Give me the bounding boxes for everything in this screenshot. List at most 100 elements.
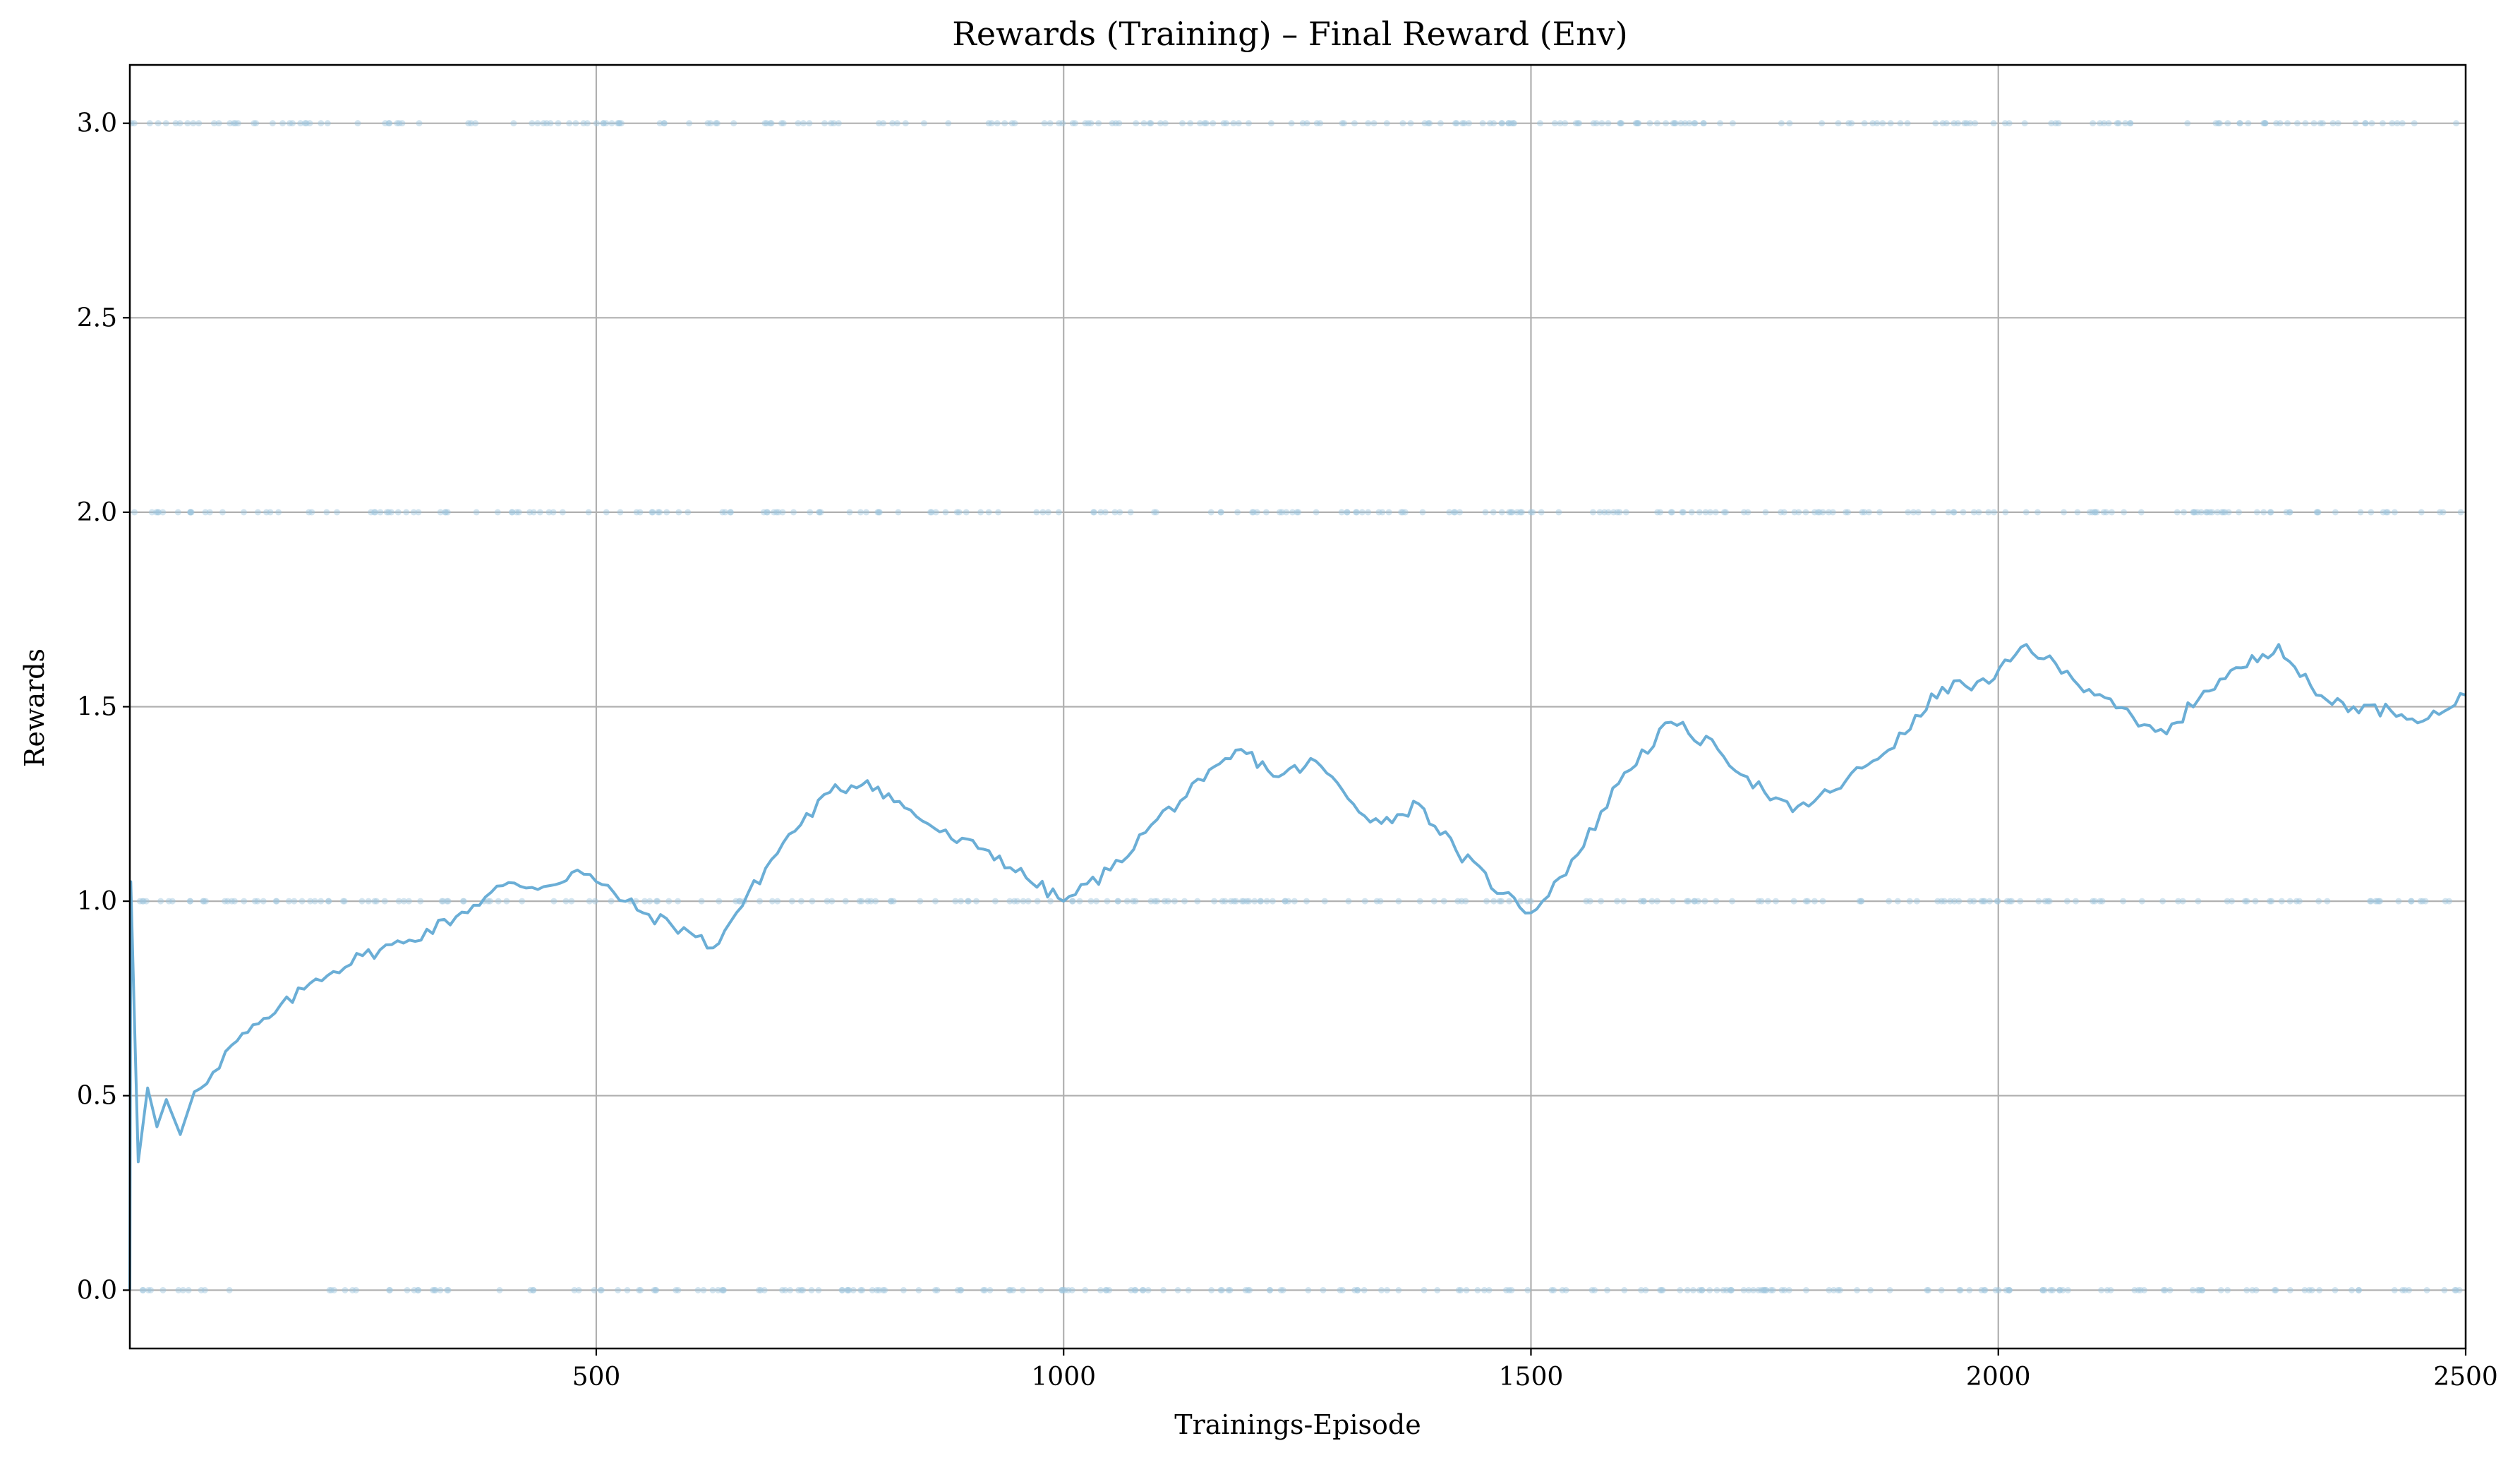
- reward-point: [272, 898, 279, 905]
- reward-point: [1590, 120, 1597, 127]
- reward-point: [1951, 509, 1958, 516]
- reward-point: [1583, 898, 1590, 905]
- reward-point: [1426, 120, 1433, 127]
- reward-point: [1373, 898, 1380, 905]
- reward-point: [1039, 509, 1047, 516]
- reward-point: [386, 120, 393, 127]
- reward-point: [2305, 1286, 2313, 1293]
- reward-point: [2002, 509, 2009, 516]
- reward-point: [1720, 509, 1728, 516]
- reward-point: [1222, 898, 1229, 905]
- moving-average-line: [128, 643, 2466, 1291]
- reward-point: [934, 1286, 941, 1293]
- reward-point: [301, 120, 308, 127]
- reward-point: [1059, 1286, 1066, 1293]
- reward-point: [1047, 898, 1054, 905]
- reward-point: [1867, 1286, 1874, 1293]
- reward-point: [215, 120, 222, 127]
- reward-point: [807, 509, 814, 516]
- reward-point: [169, 898, 176, 905]
- reward-point: [1861, 509, 1868, 516]
- reward-point: [1211, 898, 1218, 905]
- reward-point: [547, 120, 554, 127]
- reward-point: [1498, 509, 1505, 516]
- reward-point: [1145, 1286, 1152, 1293]
- reward-point: [1982, 1286, 1989, 1293]
- reward-point: [1975, 509, 1982, 516]
- reward-point: [1811, 898, 1818, 905]
- reward-point: [275, 509, 282, 516]
- reward-point: [2021, 120, 2028, 127]
- reward-point: [1995, 1286, 2002, 1293]
- reward-point: [764, 509, 771, 516]
- reward-point: [1132, 898, 1139, 905]
- reward-point: [1557, 120, 1564, 127]
- reward-point: [2391, 509, 2398, 516]
- reward-point: [494, 509, 501, 516]
- reward-point: [143, 898, 150, 905]
- reward-point: [1240, 898, 1247, 905]
- reward-point: [1816, 509, 1823, 516]
- reward-point: [1102, 1286, 1109, 1293]
- reward-point: [828, 120, 835, 127]
- reward-point: [1713, 1286, 1720, 1293]
- reward-point: [503, 898, 510, 905]
- reward-point: [1762, 1286, 1769, 1293]
- reward-point: [2090, 120, 2097, 127]
- reward-point: [1197, 120, 1204, 127]
- reward-point: [253, 120, 260, 127]
- reward-point: [1111, 509, 1119, 516]
- reward-point: [2121, 509, 2128, 516]
- reward-point: [698, 898, 705, 905]
- reward-point: [1696, 1286, 1703, 1293]
- reward-point: [1351, 1286, 1358, 1293]
- reward-point: [1151, 509, 1158, 516]
- reward-point: [767, 120, 774, 127]
- reward-point: [1353, 509, 1360, 516]
- reward-point: [1104, 898, 1111, 905]
- reward-point: [1981, 898, 1988, 905]
- reward-point: [1299, 120, 1306, 127]
- reward-point: [396, 120, 403, 127]
- reward-point: [844, 1286, 851, 1293]
- reward-point: [2267, 509, 2274, 516]
- reward-point: [1617, 120, 1624, 127]
- reward-point: [1217, 509, 1224, 516]
- reward-point: [203, 898, 210, 905]
- reward-point: [1696, 509, 1703, 516]
- reward-point: [1474, 1286, 1481, 1293]
- reward-point: [1294, 509, 1301, 516]
- reward-point: [856, 898, 863, 905]
- reward-point: [530, 1286, 537, 1293]
- reward-point: [1276, 509, 1283, 516]
- reward-point: [388, 509, 395, 516]
- reward-point: [2332, 1286, 2339, 1293]
- reward-point: [1814, 509, 1821, 516]
- reward-point: [2310, 120, 2317, 127]
- reward-point: [2406, 1286, 2413, 1293]
- reward-point: [414, 1286, 421, 1293]
- reward-point: [1795, 509, 1802, 516]
- reward-point: [1811, 509, 1818, 516]
- reward-point: [1452, 120, 1459, 127]
- reward-point: [1562, 1286, 1569, 1293]
- reward-point: [2267, 509, 2274, 516]
- reward-point: [2268, 898, 2275, 905]
- reward-point: [965, 898, 972, 905]
- reward-point: [2286, 898, 2293, 905]
- reward-point: [1670, 120, 1677, 127]
- reward-point: [327, 1286, 334, 1293]
- reward-point: [603, 509, 610, 516]
- reward-point: [1886, 1286, 1893, 1293]
- reward-point: [1025, 898, 1032, 905]
- reward-point: [1951, 120, 1958, 127]
- reward-point: [1527, 509, 1534, 516]
- reward-point: [1688, 509, 1695, 516]
- reward-point: [1874, 120, 1881, 127]
- reward-point: [2368, 898, 2375, 905]
- reward-point: [1572, 120, 1579, 127]
- reward-point: [341, 898, 348, 905]
- reward-point: [318, 120, 325, 127]
- reward-point: [1114, 898, 1121, 905]
- reward-point: [269, 120, 276, 127]
